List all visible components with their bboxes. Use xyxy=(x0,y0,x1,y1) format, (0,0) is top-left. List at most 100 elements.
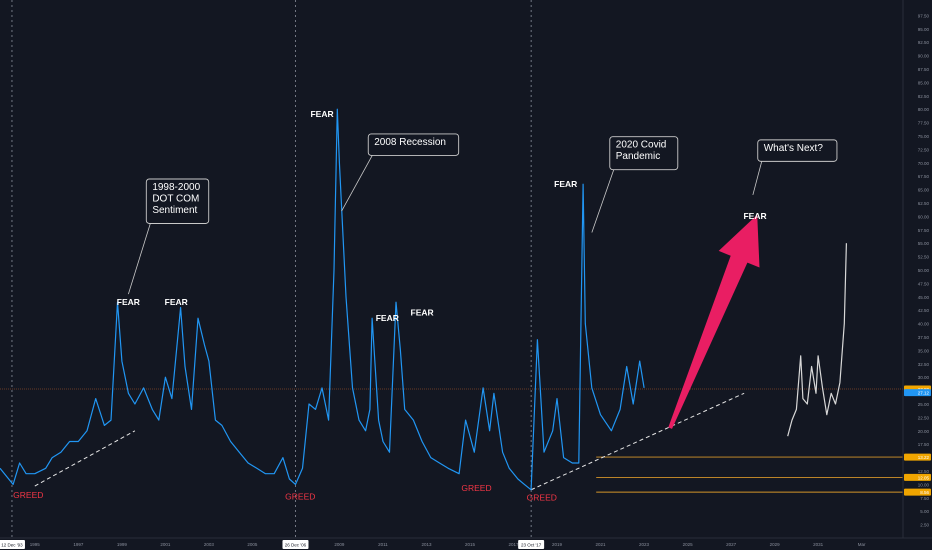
callout-text: 2020 Covid xyxy=(616,140,667,151)
y-tick-label: 67.50 xyxy=(918,174,930,179)
fear-label: FEAR xyxy=(743,211,766,221)
date-marker-box xyxy=(0,540,25,549)
callout-pointer-line xyxy=(752,161,763,196)
greed-label: GREED xyxy=(527,492,557,502)
x-tick-label: 2027 xyxy=(726,542,737,547)
y-tick-label: 40.00 xyxy=(918,322,930,327)
y-tick-label: 12.50 xyxy=(918,469,930,474)
price-tag-text: 13.22 xyxy=(918,455,930,460)
x-tick-label: 2025 xyxy=(683,542,694,547)
annotations: FEAR FEAR FEAR FEAR FEAR FEAR FEAR GREED GREED GR… xyxy=(13,109,766,502)
support-levels xyxy=(0,388,903,493)
y-tick-label: 80.00 xyxy=(918,107,930,112)
y-tick-label: 60.00 xyxy=(918,214,930,219)
fear-label: FEAR xyxy=(310,109,333,119)
price-tag-text: 8.56 xyxy=(920,490,929,495)
y-tick-label: 10.00 xyxy=(918,482,930,487)
y-tick-label: 92.50 xyxy=(918,40,930,45)
fear-label: FEAR xyxy=(117,297,140,307)
date-marker-box xyxy=(282,540,309,549)
price-tag-text: 27.12 xyxy=(918,391,930,396)
x-tick-label: 2001 xyxy=(160,542,171,547)
callout-text: DOT COM xyxy=(152,193,199,204)
y-tick-label: 87.50 xyxy=(918,67,930,72)
y-tick-label: 75.00 xyxy=(918,134,930,139)
x-tick-label: 2023 xyxy=(639,542,650,547)
price-tag-box xyxy=(904,488,931,496)
greed-label: GREED xyxy=(285,491,315,501)
y-tick-label: 52.50 xyxy=(918,255,930,260)
x-tick-label: 2005 xyxy=(247,542,258,547)
x-tick-label: 2015 xyxy=(465,542,476,547)
y-tick-label: 2.50 xyxy=(920,523,929,528)
callout-text: 1998-2000 xyxy=(152,182,200,193)
price-tag-box xyxy=(904,389,931,397)
date-marker-text: 26 Dec '06 xyxy=(285,543,307,548)
date-marker-text: 23 Oct '17 xyxy=(521,543,542,548)
y-tick-label: 35.00 xyxy=(918,348,930,353)
callout-box-border xyxy=(757,139,838,162)
x-tick-label: 2011 xyxy=(378,542,388,547)
x-tick-label: 2029 xyxy=(770,542,781,547)
y-tick-label: 25.00 xyxy=(918,402,930,407)
greed-trendline xyxy=(34,430,136,487)
y-tick-label: 65.00 xyxy=(918,188,930,193)
y-tick-label: 95.00 xyxy=(918,27,930,32)
callout-box: What's Next? xyxy=(752,139,838,196)
y-tick-label: 62.50 xyxy=(918,201,930,206)
x-tick-label: Mar xyxy=(858,542,866,547)
x-tick-label: 2009 xyxy=(334,542,345,547)
y-tick-label: 5.00 xyxy=(920,509,929,514)
y-tick-label: 7.50 xyxy=(920,496,929,501)
fear-label: FEAR xyxy=(554,179,577,189)
x-tick-label: 2003 xyxy=(204,542,215,547)
y-tick-label: 22.50 xyxy=(918,415,930,420)
y-tick-label: 42.50 xyxy=(918,308,930,313)
greed-label: GREED xyxy=(461,483,491,493)
y-tick-label: 90.00 xyxy=(918,54,930,59)
y-tick-label: 30.00 xyxy=(918,375,930,380)
callout-box: 2008 Recession xyxy=(341,133,460,212)
price-tag-box xyxy=(904,453,931,461)
greed-trendline xyxy=(530,392,745,491)
y-axis: 2.505.007.5010.0012.5015.0017.5020.0022.… xyxy=(902,0,932,550)
up-arrow-shape xyxy=(668,214,760,429)
y-tick-label: 70.00 xyxy=(918,161,930,166)
series-line xyxy=(0,108,645,491)
y-tick-label: 17.50 xyxy=(918,442,930,447)
whats-next-arrow xyxy=(668,214,760,429)
callout-text: Sentiment xyxy=(152,205,197,216)
fear-label: FEAR xyxy=(165,297,188,307)
date-marker-box xyxy=(518,540,545,549)
callout-box-border xyxy=(609,136,679,171)
series-line xyxy=(787,243,847,437)
x-tick-label: 2019 xyxy=(552,542,563,547)
callout-pointer-line xyxy=(591,169,615,233)
y-tick-label: 32.50 xyxy=(918,362,930,367)
fear-label: FEAR xyxy=(376,313,399,323)
fear-label: FEAR xyxy=(411,308,434,318)
callout-box-border xyxy=(145,178,210,224)
series-lines xyxy=(0,108,847,491)
callout-text: What's Next? xyxy=(764,143,824,154)
y-tick-label: 97.50 xyxy=(918,13,930,18)
price-tag-box xyxy=(904,473,931,481)
y-tick-label: 50.00 xyxy=(918,268,930,273)
y-tick-label: 55.00 xyxy=(918,241,930,246)
x-tick-label: 2021 xyxy=(596,542,607,547)
y-tick-label: 77.50 xyxy=(918,121,930,126)
callout-pointer-line xyxy=(341,155,373,212)
price-tag-text: 12.05 xyxy=(918,475,930,480)
y-tick-label: 57.50 xyxy=(918,228,930,233)
y-tick-label: 37.50 xyxy=(918,335,930,340)
greed-trendlines xyxy=(34,392,745,491)
y-tick-label: 82.50 xyxy=(918,94,930,99)
callout-box-border xyxy=(367,133,460,156)
y-tick-label: 85.00 xyxy=(918,80,930,85)
x-tick-label: 2017 xyxy=(509,542,520,547)
x-tick-label: 1999 xyxy=(117,542,128,547)
